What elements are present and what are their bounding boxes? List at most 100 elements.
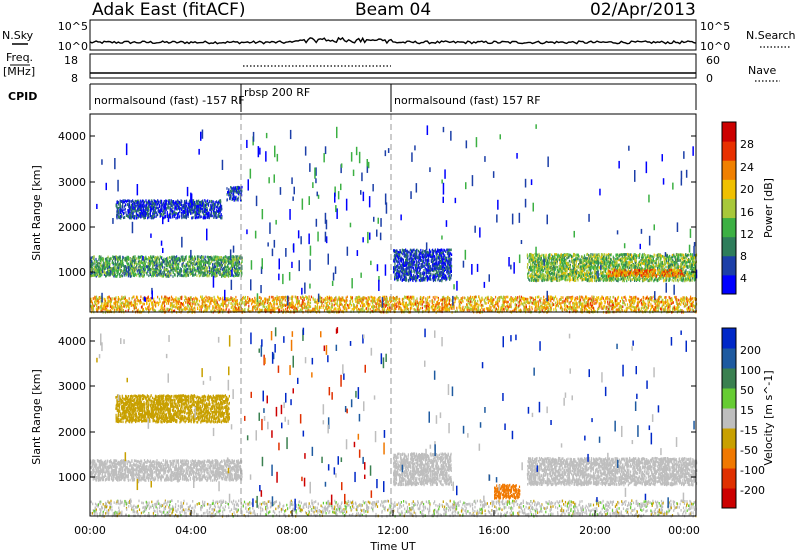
scatter-point — [216, 214, 217, 217]
scatter-point — [116, 263, 117, 266]
scatter-point — [172, 265, 173, 268]
scatter-point — [206, 203, 207, 206]
scatter-point — [397, 250, 398, 253]
scatter-point — [177, 258, 178, 261]
scatter-point — [183, 215, 184, 218]
scatter-point — [103, 261, 104, 264]
scatter-point — [451, 265, 452, 268]
scatter-point — [441, 255, 442, 258]
scatter-point — [619, 278, 620, 281]
scatter-point — [171, 269, 172, 272]
scatter-point — [181, 217, 182, 220]
scatter-point — [132, 270, 133, 273]
scatter-point — [203, 272, 204, 275]
scatter-point — [227, 272, 228, 275]
scatter-point — [93, 255, 94, 258]
scatter-point — [181, 199, 182, 202]
scatter-point — [196, 274, 197, 277]
scatter-point — [178, 257, 179, 260]
scatter-point — [148, 269, 149, 272]
scatter-point — [238, 274, 239, 277]
scatter-point — [407, 254, 408, 257]
scatter-point — [440, 250, 441, 253]
scatter-point — [399, 266, 400, 269]
scatter-point — [184, 259, 185, 262]
scatter-point — [185, 257, 186, 260]
scatter-point — [110, 257, 111, 260]
scatter-point — [203, 217, 204, 220]
scatter-point — [94, 274, 95, 277]
scatter-point — [407, 250, 408, 253]
scatter-point — [129, 213, 130, 216]
scatter-point — [105, 264, 106, 267]
scatter-point — [132, 266, 133, 269]
scatter-point — [164, 206, 165, 209]
scatter-point — [120, 265, 121, 268]
scatter-point — [154, 213, 155, 216]
scatter-point — [413, 274, 414, 277]
scatter-point — [181, 213, 182, 216]
scatter-point — [190, 212, 191, 215]
scatter-point — [98, 275, 99, 278]
scatter-point — [226, 266, 227, 269]
scatter-point — [171, 258, 172, 261]
scatter-point — [203, 210, 204, 213]
scatter-point — [195, 206, 196, 209]
scatter-point — [167, 275, 168, 278]
scatter-point — [208, 275, 209, 278]
scatter-point — [207, 256, 208, 259]
scatter-point — [226, 199, 227, 202]
scatter-point — [406, 268, 407, 271]
scatter-point — [216, 209, 217, 212]
scatter-point — [449, 277, 450, 280]
scatter-point — [95, 269, 96, 272]
scatter-point — [186, 205, 187, 208]
scatter-point — [203, 204, 204, 207]
scatter-point — [439, 275, 440, 278]
scatter-point — [227, 256, 228, 259]
scatter-point — [528, 269, 529, 272]
scatter-point — [156, 271, 157, 274]
scatter-point — [177, 216, 178, 219]
scatter-point — [154, 257, 155, 260]
scatter-point — [98, 266, 99, 269]
scatter-point — [203, 263, 204, 266]
scatter-point — [188, 265, 189, 268]
scatter-point — [218, 262, 219, 265]
scatter-point — [447, 264, 448, 267]
scatter-point — [218, 272, 219, 275]
scatter-point — [112, 261, 113, 264]
scatter-point — [434, 263, 435, 266]
scatter-point — [404, 254, 405, 257]
scatter-point — [217, 205, 218, 208]
scatter-point — [198, 205, 199, 208]
scatter-point — [229, 193, 230, 196]
scatter-point — [430, 266, 431, 269]
scatter-point — [119, 256, 120, 259]
scatter-point — [215, 255, 216, 258]
scatter-point — [152, 257, 153, 260]
scatter-point — [422, 252, 423, 255]
cpid-segment-3: normalsound (fast) 157 RF — [394, 94, 541, 107]
scatter-point — [413, 267, 414, 270]
scatter-point — [173, 211, 174, 214]
scatter-point — [190, 273, 191, 276]
scatter-point — [105, 272, 106, 275]
scatter-point — [205, 256, 206, 259]
scatter-point — [393, 271, 394, 274]
scatter-point — [129, 206, 130, 209]
scatter-point — [199, 275, 200, 278]
scatter-point — [188, 215, 189, 218]
scatter-point — [211, 207, 212, 210]
scatter-point — [109, 273, 110, 276]
scatter-point — [187, 271, 188, 274]
scatter-point — [144, 260, 145, 263]
scatter-point — [220, 264, 221, 267]
scatter-point — [178, 267, 179, 270]
scatter-point — [118, 207, 119, 210]
scatter-point — [163, 202, 164, 205]
scatter-point — [198, 258, 199, 261]
power-panel: 4000 3000 2000 1000 Slant Range [km] — [30, 114, 697, 314]
scatter-point — [97, 265, 98, 268]
scatter-point — [139, 260, 140, 263]
